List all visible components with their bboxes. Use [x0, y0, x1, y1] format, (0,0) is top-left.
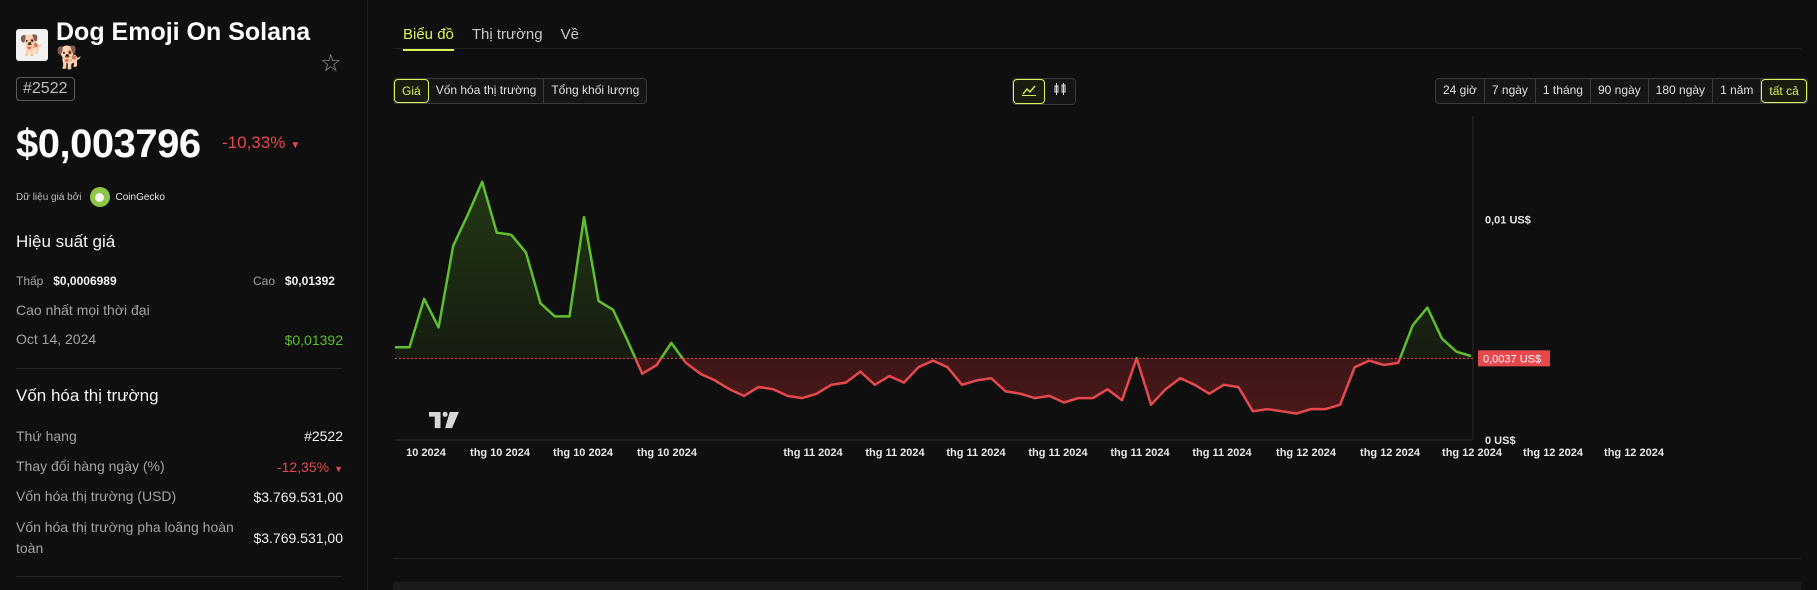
y-tick-label: 0,01 US$	[1485, 214, 1531, 226]
rank-label: Thứ hạng	[16, 428, 77, 444]
current-price-tag-label: 0,0037 US$	[1483, 353, 1541, 365]
content-tabs: Biểu đồ Thị trường Về	[403, 26, 597, 51]
ath-value: $0,01392	[284, 332, 343, 348]
current-price-tag: 0,0037 US$	[1478, 350, 1550, 367]
caret-down-icon: ▼	[290, 140, 301, 151]
time-range-selector: 24 giờ 7 ngày 1 tháng 90 ngày 180 ngày 1…	[1435, 78, 1808, 104]
coin-logo: 🐕	[16, 29, 48, 61]
x-tick-label: thg 12 2024	[1442, 447, 1503, 459]
range-90d-button[interactable]: 90 ngày	[1591, 79, 1649, 103]
high-label: Cao	[253, 274, 276, 288]
x-tick-label: thg 12 2024	[1523, 447, 1584, 459]
x-tick-label: thg 12 2024	[1604, 447, 1665, 459]
rank-value: #2522	[304, 428, 343, 444]
rank-badge: #2522	[16, 77, 75, 101]
price-chart[interactable]: 0,01 US$ 0 US$ 10 2024 thg 10 2024 thg 10 2…	[393, 100, 1817, 550]
price-change-24h: -10,33% ▼	[222, 133, 300, 153]
x-tick-label: thg 10 2024	[470, 447, 531, 459]
coin-info-panel: 🐕 Dog Emoji On Solana 🐕 ☆ #2522 $0,00379…	[0, 0, 368, 590]
coin-name-emoji: 🐕	[56, 45, 84, 70]
low-row: Thấp $0,0006989	[16, 272, 117, 288]
coin-logo-glyph: 🐕	[19, 34, 45, 57]
tabs-divider	[393, 48, 1801, 49]
tradingview-logo-icon[interactable]	[429, 411, 459, 429]
data-source: Dữ liệu giá bởi CoinGecko	[16, 187, 165, 207]
tab-markets[interactable]: Thị trường	[471, 26, 543, 43]
ath-label: Cao nhất mọi thời đại	[16, 302, 150, 318]
divider	[16, 368, 342, 369]
range-180d-button[interactable]: 180 ngày	[1649, 79, 1714, 103]
metric-price-button[interactable]: Giá	[394, 79, 429, 103]
ath-date: Oct 14, 2024	[16, 331, 97, 347]
candlestick-chart-icon[interactable]	[1045, 79, 1075, 104]
fdv-value: $3.769.531,00	[253, 530, 343, 546]
x-tick-label: thg 11 2024	[946, 447, 1006, 459]
coingecko-logo-icon	[89, 187, 110, 207]
x-tick-label: thg 11 2024	[783, 447, 843, 459]
tab-about[interactable]: Về	[560, 26, 579, 43]
market-cap-usd-value: $3.769.531,00	[253, 489, 343, 505]
x-tick-label: thg 11 2024	[1028, 447, 1088, 459]
range-24h-button[interactable]: 24 giờ	[1436, 79, 1485, 103]
x-tick-label: thg 11 2024	[1110, 447, 1170, 459]
current-price: $0,003796	[16, 122, 201, 166]
line-chart-icon[interactable]	[1013, 79, 1045, 104]
chart-footer-divider	[393, 558, 1801, 559]
x-tick-label: thg 12 2024	[1276, 447, 1337, 459]
daily-change-label: Thay đổi hàng ngày (%)	[16, 458, 165, 474]
x-tick-label: thg 11 2024	[865, 447, 925, 459]
price-change-value: -10,33%	[222, 133, 286, 152]
watchlist-star-icon[interactable]: ☆	[320, 50, 342, 77]
x-tick-label: thg 10 2024	[553, 447, 614, 459]
area-fill-above	[395, 181, 1471, 359]
daily-change-value: -12,35% ▼	[277, 459, 343, 475]
price-line-below	[634, 358, 1402, 415]
tab-chart[interactable]: Biểu đồ	[403, 26, 454, 51]
metric-volume-button[interactable]: Tổng khối lượng	[551, 83, 640, 97]
range-all-button[interactable]: tất cả	[1761, 79, 1807, 103]
high-row: Cao $0,01392	[253, 272, 335, 288]
data-source-label: Dữ liệu giá bởi	[16, 191, 82, 203]
price-line-above	[395, 180, 1472, 359]
x-tick-label: thg 11 2024	[1192, 447, 1252, 459]
metric-selector: Giá Vốn hóa thị trường Tổng khối lượng	[393, 78, 648, 104]
performance-title: Hiệu suất giá	[16, 232, 116, 251]
area-fill-below	[395, 358, 1471, 414]
coin-title: Dog Emoji On Solana 🐕	[56, 18, 316, 70]
x-tick-label: 10 2024	[406, 447, 447, 459]
x-tick-label: thg 10 2024	[637, 447, 698, 459]
high-value: $0,01392	[284, 274, 335, 288]
fdv-label: Vốn hóa thị trường pha loãng hoàn toàn	[16, 519, 234, 556]
market-cap-title: Vốn hóa thị trường	[16, 386, 159, 405]
market-cap-usd-label: Vốn hóa thị trường (USD)	[16, 488, 177, 504]
range-1m-button[interactable]: 1 tháng	[1536, 79, 1591, 103]
coin-name: Dog Emoji On Solana	[56, 18, 311, 46]
divider	[16, 576, 342, 577]
chart-type-selector	[1012, 78, 1076, 105]
daily-change-number: -12,35%	[276, 459, 330, 475]
footer-strip	[393, 582, 1801, 590]
low-label: Thấp	[16, 274, 44, 288]
data-source-name[interactable]: CoinGecko	[115, 191, 165, 203]
range-1y-button[interactable]: 1 năm	[1713, 79, 1762, 103]
range-7d-button[interactable]: 7 ngày	[1485, 79, 1536, 103]
low-value: $0,0006989	[53, 274, 117, 288]
y-tick-label: 0 US$	[1485, 435, 1516, 447]
metric-market-cap-button[interactable]: Vốn hóa thị trường	[429, 79, 545, 103]
x-tick-label: thg 12 2024	[1360, 447, 1421, 459]
caret-down-icon: ▼	[334, 464, 343, 474]
